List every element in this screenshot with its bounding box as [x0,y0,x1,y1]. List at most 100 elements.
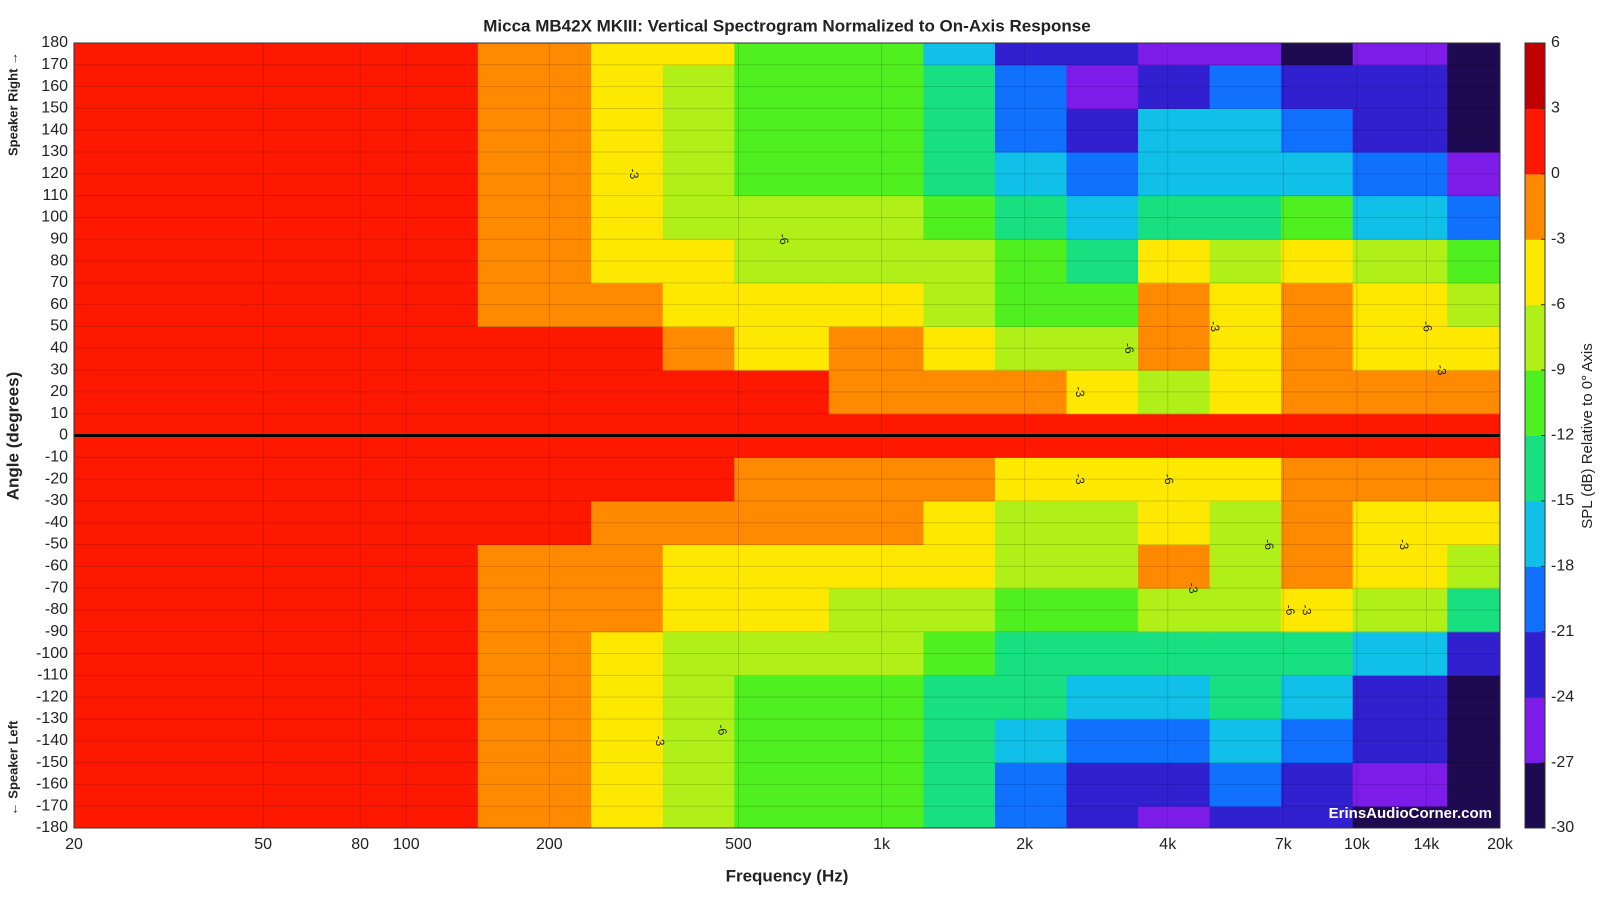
spectrogram-cell [1138,43,1211,66]
spectrogram-cell [1447,239,1501,284]
spectrogram-cell [1352,544,1448,589]
spectrogram-cell [1281,195,1354,240]
y-tick-label: 30 [50,361,68,378]
spectrogram-cell [1352,631,1448,676]
spectrogram-cell [1447,544,1501,589]
y-tick-label: 100 [41,209,68,226]
y-tick-label: 90 [50,230,68,247]
y-tick-label: 150 [41,100,68,117]
spectrogram-cell [74,152,241,197]
spectrogram-cell [477,631,592,676]
spectrogram-cell [734,762,830,807]
spectrogram-cell [662,762,735,807]
spectrogram-cell [734,631,830,676]
y-tick-label: -10 [45,449,68,466]
spectrogram-cell [240,108,479,153]
spectrogram-cell [994,457,1068,502]
y-tick-label: -50 [45,536,68,553]
spectrogram-cell [1447,500,1501,546]
spectrogram-cell [734,806,830,829]
spectrogram-cell [477,152,592,197]
spectrogram-cell [74,500,241,546]
spectrogram-cell [994,806,1068,829]
spectrogram-cell [662,282,735,327]
spectrogram-cell [828,43,924,66]
spectrogram-cell [1281,239,1354,284]
spectrogram-cell [662,108,735,153]
spectrogram-cell [1281,762,1354,807]
spectrogram-cell [994,588,1068,633]
spectrogram-cell [734,282,830,327]
spectrogram-cell [74,544,241,589]
spectrogram-cell [74,762,241,807]
spectrogram-cell [1281,108,1354,153]
spectrogram-cell [1066,631,1139,676]
spectrogram-cell [1066,457,1139,502]
spectrogram-cell [1066,108,1139,153]
spectrogram-cell [994,718,1068,764]
spectrogram-cell [1447,43,1501,66]
spectrogram-cell [1138,544,1211,589]
spectrogram-cell [662,326,735,371]
colorbar-tick-label: -27 [1551,754,1574,771]
spectrogram-cell [994,43,1068,66]
spectrogram-cell [994,282,1068,327]
spectrogram-cell [74,370,241,415]
spectrogram-cell [1138,195,1211,240]
spectrogram-cell [240,239,479,284]
spectrogram-cell [828,282,924,327]
spectrogram-cell [1138,282,1211,327]
y-tick-label: 0 [59,427,68,444]
spectrogram-cell [74,108,241,153]
spectrogram-cell [994,631,1068,676]
spectrogram-cell [1066,370,1139,415]
y-tick-label: 170 [41,56,68,73]
spectrogram-cell [477,370,592,415]
spectrogram-cell [1209,239,1282,284]
spectrogram-cell [591,282,664,327]
spectrogram-cell [1138,762,1211,807]
spectrogram-cell [1066,718,1139,764]
y-tick-label: 180 [41,34,68,51]
contour-label: -6 [1121,342,1137,355]
spectrogram-cell [1066,239,1139,284]
colorbar-segment [1525,697,1545,764]
y-tick-label: -20 [45,470,68,487]
colorbar-segment [1525,370,1545,436]
spectrogram-cell [591,588,664,633]
spectrogram-cell [74,43,241,66]
y-tick-label: -160 [36,776,68,793]
colorbar-label: SPL (dB) Relative to 0° Axis [1579,343,1596,529]
colorbar-tick-label: -15 [1551,492,1574,509]
spectrogram-cell [828,544,924,589]
spectrogram-cell [74,326,241,371]
spectrogram-cell [1066,762,1139,807]
colorbar-tick-label: 3 [1551,100,1560,117]
spectrogram-cell [1209,457,1282,502]
spectrogram-cell [74,239,241,284]
colorbar-tick-label: 6 [1551,34,1560,51]
spectrogram-cell [734,64,830,109]
spectrogram-cell [828,500,924,546]
y-tick-label: -180 [36,819,68,836]
spectrogram-cell [240,762,479,807]
spectrogram-cell [1138,108,1211,153]
spectrogram-cell [923,239,996,284]
spectrogram-cell [240,718,479,764]
colorbar-tick-label: -3 [1551,230,1565,247]
x-tick-label: 10k [1344,836,1371,853]
spectrogram-cell [240,282,479,327]
spectrogram-cell [1066,588,1139,633]
spectrogram-cell [662,631,735,676]
spectrogram-cell [1066,64,1139,109]
spectrogram-cell [994,108,1068,153]
spectrogram-cell [1447,457,1501,502]
spectrogram-cell [1209,806,1282,829]
x-tick-label: 20 [65,836,83,853]
x-tick-label: 1k [873,836,891,853]
spectrogram-cell [1352,195,1448,240]
spectrogram-cell [828,64,924,109]
contour-label: -3 [1299,603,1315,616]
spectrogram-cell [1447,195,1501,240]
spectrogram-cell [662,64,735,109]
